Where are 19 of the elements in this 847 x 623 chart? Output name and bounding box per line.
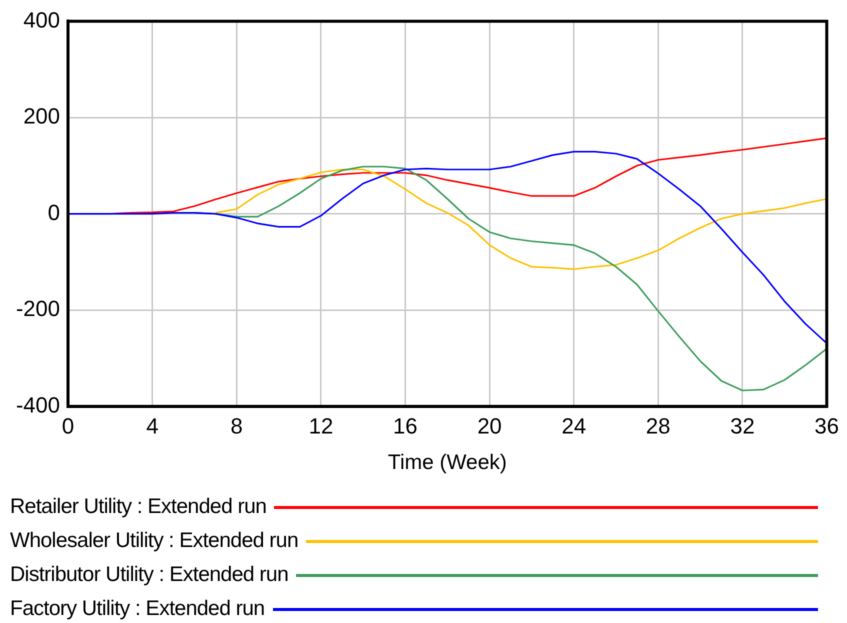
x-tick-label: 12 <box>308 414 334 439</box>
y-tick-label: 200 <box>23 104 60 129</box>
x-tick-label: 28 <box>646 414 670 439</box>
x-tick-label: 20 <box>477 414 502 439</box>
y-tick-label: 0 <box>48 200 60 225</box>
legend-label: Distributor Utility : Extended run <box>10 563 288 587</box>
x-tick-label: 4 <box>146 414 158 439</box>
x-tick-label: 36 <box>814 414 840 439</box>
x-tick-label: 32 <box>730 414 755 439</box>
y-tick-label: 400 <box>23 7 60 32</box>
x-tick-label: 24 <box>562 414 586 439</box>
x-tick-label: 16 <box>393 414 418 439</box>
x-tick-label: 8 <box>230 414 243 439</box>
legend-label: Wholesaler Utility : Extended run <box>10 529 298 553</box>
legend-label: Factory Utility : Extended run <box>10 597 265 621</box>
x-axis-title: Time (Week) <box>388 451 507 474</box>
y-tick-label: -200 <box>16 296 60 322</box>
y-tick-label: -400 <box>16 392 60 418</box>
legend-label: Retailer Utility : Extended run <box>10 495 266 519</box>
